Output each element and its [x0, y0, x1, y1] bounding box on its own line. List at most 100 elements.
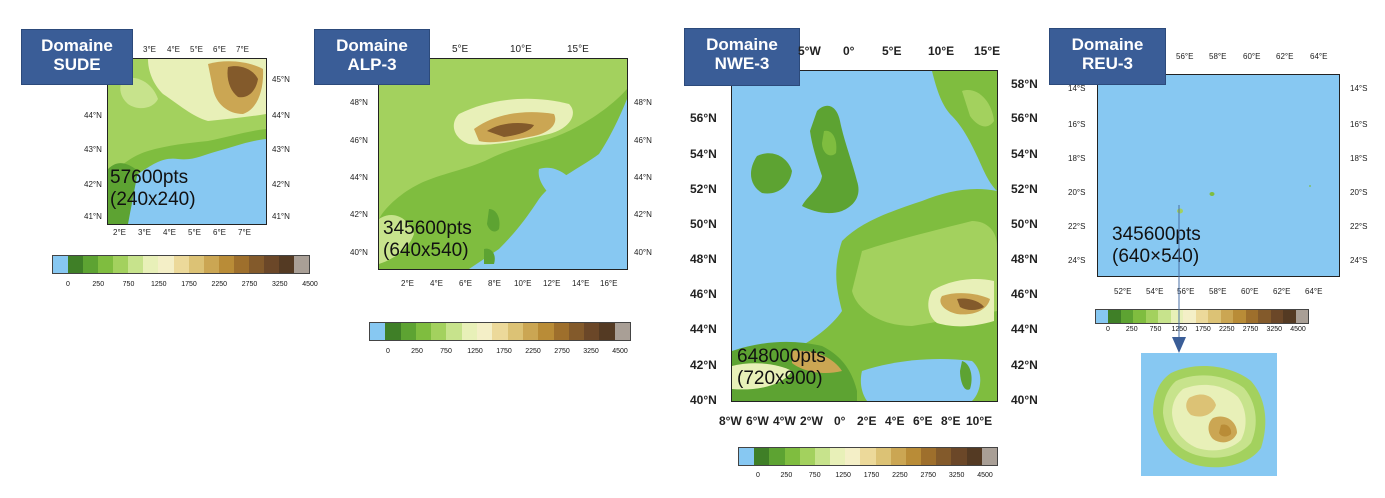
nwe3-right-tick: 50°N: [1011, 217, 1038, 231]
reu3-bottom-tick: 64°E: [1305, 287, 1323, 296]
colorbar-swatch: [830, 448, 846, 465]
nwe3-left-tick: 46°N: [690, 287, 717, 301]
reu3-left-tick: 24°S: [1068, 256, 1086, 265]
colorbar-swatch: [415, 323, 432, 340]
reu3-top-tick: 58°E: [1209, 52, 1227, 61]
colorbar-swatch: [553, 323, 569, 340]
reu3-badge: Domaine REU-3: [1049, 28, 1166, 85]
colorbar-swatch: [754, 448, 770, 465]
colorbar-swatch: [538, 323, 554, 340]
nwe3-points-label: 648000pts (720x900): [737, 346, 826, 389]
sude-left-tick: 44°N: [84, 111, 102, 120]
sude-badge-line1: Domaine: [41, 36, 113, 55]
colorbar-swatch: [294, 256, 310, 273]
colorbar-label: 0: [1106, 326, 1110, 333]
colorbar-label: 2250: [525, 348, 541, 355]
colorbar-swatch: [492, 323, 508, 340]
colorbar-label: 0: [756, 472, 760, 479]
colorbar-label: 1250: [467, 348, 483, 355]
colorbar-swatch: [981, 448, 997, 465]
colorbar-swatch: [1233, 310, 1246, 323]
sude-left-tick: 42°N: [84, 180, 102, 189]
sude-bottom-tick: 4°E: [163, 228, 176, 237]
colorbar-swatch: [1108, 310, 1121, 323]
colorbar-swatch: [98, 256, 114, 273]
sude-right-tick: 41°N: [272, 212, 290, 221]
nwe3-bottom-tick: 6°W: [746, 414, 769, 428]
colorbar-swatch: [233, 256, 249, 273]
colorbar-swatch: [188, 256, 204, 273]
colorbar-swatch: [1170, 310, 1184, 323]
reu3-left-tick: 20°S: [1068, 188, 1086, 197]
sude-bottom-tick: 5°E: [188, 228, 201, 237]
reunion-inset-map: [1141, 353, 1277, 476]
colorbar-label: 750: [440, 348, 452, 355]
alp3-map: [378, 58, 628, 270]
colorbar-swatch: [507, 323, 523, 340]
colorbar-label: 1250: [150, 281, 167, 288]
sude-points-label: 57600pts (240x240): [110, 167, 196, 210]
nwe3-right-tick: 40°N: [1011, 393, 1038, 407]
nwe3-left-tick: 48°N: [690, 252, 717, 266]
colorbar-swatch: [1145, 310, 1159, 323]
colorbar-swatch: [461, 323, 478, 340]
colorbar-label: 2750: [241, 281, 258, 288]
colorbar-swatch: [921, 448, 937, 465]
colorbar-label: 3250: [1266, 326, 1283, 333]
colorbar-swatch: [1283, 310, 1296, 323]
colorbar-swatch: [203, 256, 219, 273]
nwe3-right-tick: 52°N: [1011, 182, 1038, 196]
nwe3-bottom-tick: 8°W: [719, 414, 742, 428]
sude-top-tick: 3°E: [143, 45, 156, 54]
colorbar-swatch: [1120, 310, 1134, 323]
colorbar-label: 750: [808, 472, 821, 479]
colorbar-swatch: [370, 323, 386, 340]
colorbar-swatch: [890, 448, 906, 465]
colorbar-swatch: [784, 448, 800, 465]
reu3-bottom-tick: 56°E: [1177, 287, 1195, 296]
colorbar-label: 250: [1125, 326, 1138, 333]
reu3-right-tick: 22°S: [1350, 222, 1368, 231]
reu3-badge-line1: Domaine: [1071, 35, 1144, 54]
colorbar-swatch: [1133, 310, 1146, 323]
colorbar-label: 2250: [211, 281, 228, 288]
colorbar-swatch: [1096, 310, 1109, 323]
colorbar-label: 2750: [920, 472, 937, 479]
nwe3-right-tick: 42°N: [1011, 358, 1038, 372]
alp3-right-tick: 40°N: [634, 248, 652, 257]
nwe3-right-tick: 54°N: [1011, 147, 1038, 161]
alp3-bottom-tick: 14°E: [572, 279, 590, 288]
nwe3-top-tick: 5°E: [882, 44, 902, 58]
colorbar-swatch: [1220, 310, 1234, 323]
nwe3-top-tick: 0°: [843, 44, 855, 58]
reu3-top-tick: 62°E: [1276, 52, 1294, 61]
colorbar-swatch: [218, 256, 234, 273]
colorbar-swatch: [263, 256, 279, 273]
colorbar-swatch: [1245, 310, 1259, 323]
colorbar-swatch: [431, 323, 447, 340]
colorbar-swatch: [614, 323, 631, 340]
colorbar-swatch: [739, 448, 755, 465]
colorbar-swatch: [966, 448, 982, 465]
nwe3-left-tick: 42°N: [690, 358, 717, 372]
alp3-right-tick: 42°N: [634, 210, 652, 219]
reu3-right-tick: 20°S: [1350, 188, 1368, 197]
nwe3-badge-line1: Domaine: [706, 35, 778, 54]
reu3-colorbar: [1095, 309, 1309, 324]
nwe3-right-tick: 58°N: [1011, 77, 1038, 91]
colorbar-swatch: [1295, 310, 1308, 323]
sude-bottom-tick: 6°E: [213, 228, 226, 237]
colorbar-label: 3250: [583, 348, 599, 355]
colorbar-label: 250: [780, 472, 793, 479]
colorbar-label: 4500: [977, 472, 993, 479]
sude-top-tick: 5°E: [190, 45, 203, 54]
alp3-top-tick: 10°E: [510, 44, 532, 55]
nwe3-right-tick: 46°N: [1011, 287, 1038, 301]
sude-bottom-tick: 3°E: [138, 228, 151, 237]
nwe3-top-tick: 10°E: [928, 44, 955, 58]
nwe3-bottom-tick: 4°E: [885, 414, 905, 428]
colorbar-label: 1750: [496, 348, 512, 355]
sude-top-tick: 7°E: [236, 45, 249, 54]
colorbar-swatch: [845, 448, 861, 465]
alp3-bottom-tick: 2°E: [401, 279, 414, 288]
